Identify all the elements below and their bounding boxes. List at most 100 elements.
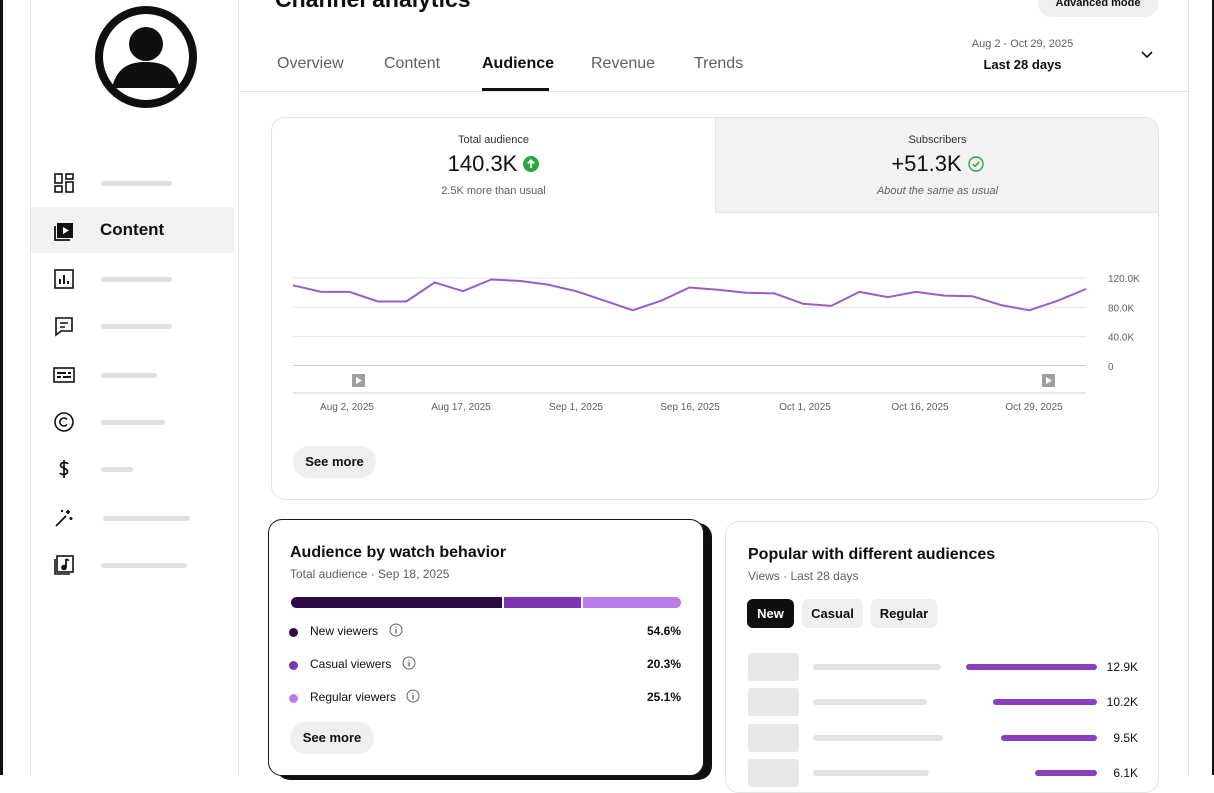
legend-row-casual: Casual viewers 20.3% [289,656,681,676]
copyright-icon [53,411,75,433]
page-title: Channel analytics [275,0,471,13]
legend-dot [289,628,298,637]
views-value: 12.9K [1106,660,1138,674]
list-item[interactable]: 9.5K [748,724,1138,752]
video-thumbnail [748,724,799,752]
x-tick-label: Oct 1, 2025 [779,402,831,413]
legend-percent: 25.1% [646,690,681,704]
metric-note: 2.5K more than usual [441,185,546,197]
channel-avatar[interactable] [95,6,197,108]
y-tick-label: 80.0K [1108,303,1134,314]
tab-revenue[interactable]: Revenue [591,55,656,72]
tab-content[interactable]: Content [384,55,441,72]
views-value: 9.5K [1113,731,1138,745]
range-scrubber [293,366,1086,393]
filter-regular[interactable]: Regular [871,599,937,628]
tab-trends[interactable]: Trends [694,55,744,72]
legend-percent: 54.6% [646,624,681,638]
legend-percent: 20.3% [646,657,681,671]
list-item[interactable]: 12.9K [748,653,1138,681]
sidebar-label-placeholder [101,467,133,472]
legend-label: New viewers [310,624,379,638]
sidebar-label-placeholder [101,563,187,568]
advanced-mode-button[interactable]: Advanced mode [1038,0,1158,17]
video-thumbnail [748,759,799,787]
sidebar-item-copyright[interactable] [31,398,234,444]
active-tab-indicator [482,88,549,91]
metric-value: +51.3K [891,151,962,176]
metric-value: 140.3K [447,151,518,176]
subtitles-icon [53,364,75,386]
sidebar-item-content[interactable]: Content [31,207,234,253]
y-tick-label: 40.0K [1108,333,1134,344]
views-bar [1035,770,1097,776]
date-range-text: Aug 2 - Oct 29, 2025 [971,38,1074,50]
legend-label: Casual viewers [310,657,392,671]
views-value: 6.1K [1113,766,1138,780]
dollar-icon [53,458,75,480]
sidebar-item-analytics[interactable] [31,255,234,301]
list-item[interactable]: 6.1K [748,759,1138,787]
tab-audience[interactable]: Audience [482,55,555,72]
tab-overview[interactable]: Overview [277,55,344,72]
see-more-button[interactable]: See more [293,446,376,478]
check-circle-icon [967,156,984,172]
metric-label: Subscribers [908,134,967,146]
comments-icon [53,315,75,337]
subscribers-metric[interactable]: Subscribers +51.3K About the same as usu… [715,118,1158,213]
card-subtitle: Views · Last 28 days [748,569,859,583]
filter-casual[interactable]: Casual [802,599,863,628]
period-label: Last 28 days [983,57,1062,72]
segment-new-viewers [291,597,502,608]
header-divider [239,91,1188,92]
legend-row-new: New viewers 54.6% [289,623,681,643]
analytics-icon [53,268,75,290]
x-tick-label: Oct 16, 2025 [891,402,949,413]
sidebar-label-placeholder [103,516,190,521]
metric-note: About the same as usual [876,185,999,197]
sidebar-item-comments[interactable] [31,302,234,348]
chevron-down-icon[interactable] [1140,49,1154,59]
audience-line-chart: 120.0K 80.0K 40.0K 0 Aug 2, 2025 Aug 17, 2025… [292,274,1140,413]
sidebar-item-label: Content [100,220,165,239]
segment-casual-viewers [503,597,582,608]
magic-wand-icon [53,507,75,529]
arrow-up-circle-icon [523,156,540,172]
video-thumbnail [748,688,799,716]
date-range-selector[interactable]: Aug 2 - Oct 29, 2025 Last 28 days [960,38,1085,72]
sidebar-item-subtitles[interactable] [31,351,234,397]
sidebar [31,0,239,775]
legend-dot [289,694,298,703]
sidebar-item-audio-library[interactable] [31,541,234,587]
video-title-placeholder [813,735,943,741]
views-bar [1000,735,1097,741]
audio-library-icon [53,554,75,576]
sidebar-item-dashboard[interactable] [31,159,234,205]
video-title-placeholder [813,664,941,670]
see-more-button[interactable]: See more [290,722,374,754]
sidebar-item-earn[interactable] [31,445,234,491]
sidebar-item-customization[interactable] [31,494,234,540]
watch-behavior-card: Audience by watch behavior Total audienc… [268,519,704,776]
play-icon [356,377,362,384]
x-tick-label: Sep 16, 2025 [660,402,720,413]
views-value: 10.2K [1106,695,1138,709]
info-icon[interactable] [402,656,416,670]
y-tick-label: 0 [1108,362,1114,373]
x-tick-label: Oct 29, 2025 [1005,402,1063,413]
total-audience-metric[interactable]: Total audience 140.3K 2.5K more than usu… [272,118,715,212]
video-thumbnail [748,653,799,681]
filter-new[interactable]: New [747,599,794,628]
info-icon[interactable] [406,689,420,703]
sidebar-label-placeholder [101,324,172,329]
legend-row-regular: Regular viewers 25.1% [289,689,681,709]
list-item[interactable]: 10.2K [748,688,1138,716]
legend-dot [289,661,298,670]
info-icon[interactable] [389,623,403,637]
x-tick-label: Sep 1, 2025 [549,402,603,413]
y-tick-label: 120.0K [1108,274,1140,285]
metric-label: Total audience [458,134,529,146]
x-tick-label: Aug 2, 2025 [320,402,374,413]
dashboard-icon [53,172,75,194]
video-title-placeholder [813,770,929,776]
